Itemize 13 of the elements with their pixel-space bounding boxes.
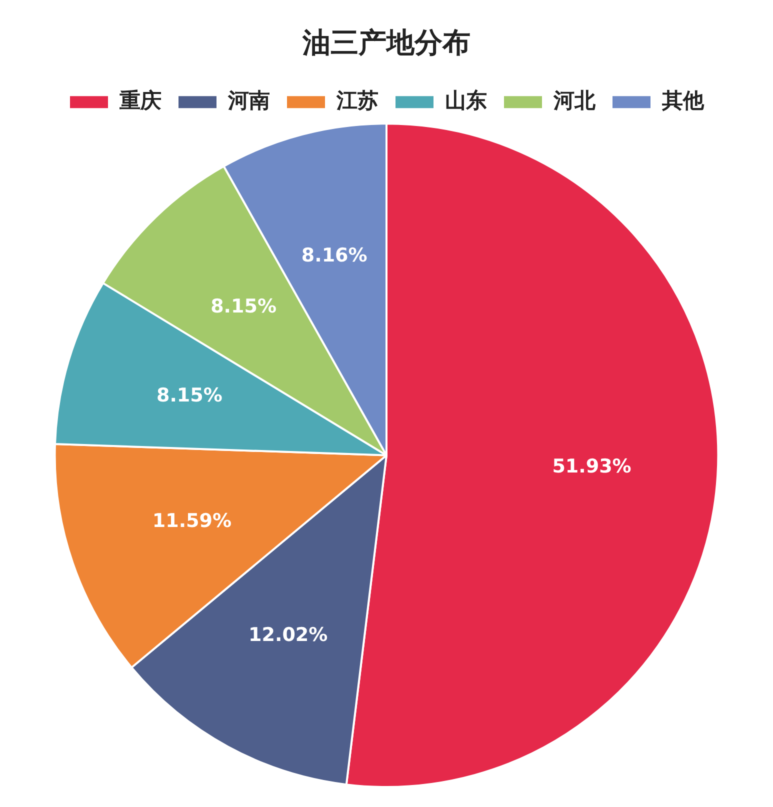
legend-label: 重庆 bbox=[118, 88, 162, 113]
data-label: 8.15% bbox=[156, 384, 222, 406]
chart-title: 油三产地分布 bbox=[302, 26, 470, 60]
legend-label: 河南 bbox=[227, 88, 270, 113]
legend-label: 山东 bbox=[445, 88, 487, 113]
legend-label: 其他 bbox=[661, 88, 705, 113]
legend-label: 河北 bbox=[552, 88, 596, 113]
data-label: 11.59% bbox=[152, 510, 232, 532]
legend-label: 江苏 bbox=[336, 88, 378, 113]
data-label: 51.93% bbox=[552, 456, 632, 478]
data-label: 8.16% bbox=[301, 244, 368, 266]
data-label: 8.15% bbox=[210, 295, 276, 318]
data-label: 12.02% bbox=[248, 624, 328, 646]
